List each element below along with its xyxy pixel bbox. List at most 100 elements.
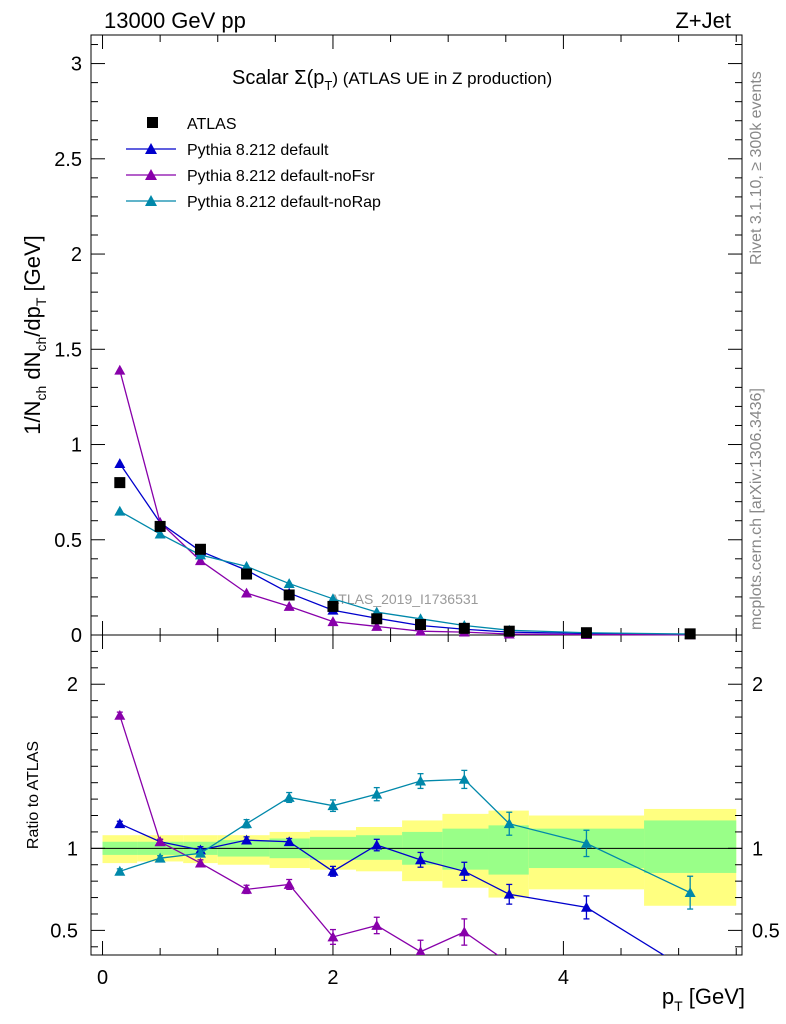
ratio-series-point-2 bbox=[241, 818, 253, 829]
ylabel-b: dN bbox=[20, 352, 45, 386]
y-tick-label: 2.5 bbox=[54, 149, 82, 171]
ratio-series-point-0 bbox=[327, 865, 339, 876]
ylabel-c-sub: T bbox=[33, 297, 49, 306]
plot-title: Scalar Σ(pT) (ATLAS UE in Z production) bbox=[232, 67, 552, 93]
legend-nofsr-marker bbox=[145, 169, 157, 180]
main-series-point-0 bbox=[114, 458, 126, 468]
ratio-series-point-0 bbox=[114, 818, 126, 829]
ratio-series-point-1 bbox=[371, 919, 383, 930]
ylabel-a: 1/N bbox=[20, 401, 45, 435]
main-series-line-1 bbox=[119, 370, 691, 636]
ratio-series-point-0 bbox=[371, 839, 383, 850]
header-right: Z+Jet bbox=[675, 8, 731, 33]
atlas-data-point bbox=[503, 625, 515, 637]
legend-norap-label: Pythia 8.212 default-noRap bbox=[187, 194, 381, 211]
rivet-label: Rivet 3.1.10, ≥ 300k events bbox=[748, 71, 765, 265]
analysis-watermark: ATLAS_2019_I1736531 bbox=[330, 591, 479, 607]
y-tick-label: 2 bbox=[71, 244, 82, 266]
ratio-tick-label-right: 1 bbox=[752, 838, 763, 860]
ratio-series-point-0 bbox=[580, 901, 592, 912]
ratio-series-point-0 bbox=[241, 834, 253, 845]
ratio-series-point-2 bbox=[684, 887, 696, 898]
title-main: Scalar Σ(p bbox=[232, 67, 324, 89]
ratio-series-line-2 bbox=[119, 778, 691, 894]
y-axis-title: 1/Nch dNch/dpT [GeV] bbox=[20, 235, 49, 435]
atlas-data-point bbox=[194, 543, 206, 555]
atlas-data-points bbox=[114, 477, 696, 640]
ratio-tick-label-left: 1 bbox=[67, 838, 78, 860]
x-tick-label: 4 bbox=[558, 967, 569, 989]
main-series-point-1 bbox=[283, 600, 295, 611]
ratio-series-point-2 bbox=[503, 818, 515, 829]
ratio-series-line-0 bbox=[119, 823, 665, 955]
ratio-series-point-1 bbox=[327, 931, 339, 942]
ratio-series-point-1 bbox=[458, 926, 470, 937]
y-tick-label: 1 bbox=[71, 435, 82, 457]
x-tick-label: 2 bbox=[327, 967, 338, 989]
main-series-point-1 bbox=[241, 587, 253, 598]
atlas-data-point bbox=[283, 589, 295, 601]
ylabel-c: /dp bbox=[20, 306, 45, 337]
axis-ticks bbox=[91, 35, 742, 955]
ratio-series-point-1 bbox=[154, 836, 166, 847]
ratio-series-point-1 bbox=[241, 883, 253, 894]
legend-norap-marker bbox=[145, 195, 157, 206]
ratio-series-point-2 bbox=[327, 800, 339, 811]
main-series-line-2 bbox=[119, 510, 691, 635]
atlas-data-point bbox=[241, 568, 253, 580]
main-series-line-0 bbox=[119, 463, 691, 636]
atlas-data-point bbox=[114, 477, 126, 489]
ylabel-d: [GeV] bbox=[20, 235, 45, 297]
main-series-point-2 bbox=[114, 505, 126, 516]
ratio-series-point-0 bbox=[415, 854, 427, 865]
xlabel-rest: [GeV] bbox=[683, 984, 745, 1009]
y-tick-label: 1.5 bbox=[54, 339, 82, 361]
ratio-series-point-2 bbox=[283, 791, 295, 802]
atlas-data-point bbox=[327, 600, 339, 612]
legend-default-marker bbox=[145, 143, 157, 154]
atlas-data-point bbox=[371, 613, 383, 625]
ratio-series-point-2 bbox=[371, 788, 383, 799]
ratio-series-point-1 bbox=[194, 857, 206, 868]
main-series-point-1 bbox=[114, 364, 126, 375]
title-rest: ) (ATLAS UE in Z production) bbox=[332, 69, 552, 88]
ratio-series-point-0 bbox=[458, 865, 470, 876]
y-tick-label: 0.5 bbox=[54, 530, 82, 552]
ratio-tick-label-right: 2 bbox=[752, 674, 763, 696]
ratio-tick-label-right: 0.5 bbox=[752, 920, 780, 942]
ratio-series bbox=[114, 709, 696, 955]
legend-atlas-label: ATLAS bbox=[187, 116, 237, 133]
atlas-data-point bbox=[458, 622, 470, 634]
ratio-tick-label-left: 2 bbox=[67, 674, 78, 696]
ratio-series-point-2 bbox=[114, 865, 126, 876]
ratio-series-point-1 bbox=[415, 946, 426, 955]
atlas-data-point bbox=[684, 628, 696, 640]
ratio-band-green bbox=[644, 820, 737, 873]
x-tick-label: 0 bbox=[97, 967, 108, 989]
atlas-data-point bbox=[580, 627, 592, 639]
ratio-series-point-2 bbox=[458, 773, 470, 784]
y-tick-label: 0 bbox=[71, 625, 82, 647]
ratio-axis-title: Ratio to ATLAS bbox=[25, 741, 42, 849]
ratio-series-line-1 bbox=[119, 715, 499, 955]
title-sub: T bbox=[324, 78, 332, 93]
xlabel-main: p bbox=[662, 984, 674, 1009]
ratio-series-point-1 bbox=[114, 709, 126, 720]
ratio-series-point-2 bbox=[580, 837, 592, 848]
ratio-series-point-1 bbox=[283, 878, 295, 889]
ratio-series-point-2 bbox=[415, 775, 427, 786]
axis-tick-labels: 0 2 4 0 0.5 1 1.5 2 2.5 3 0.5 0.5 1 1 2 2 bbox=[50, 54, 780, 989]
y-tick-label: 3 bbox=[71, 54, 82, 76]
ratio-band-green bbox=[442, 828, 489, 870]
ylabel-b-sub: ch bbox=[33, 337, 49, 352]
main-series-point-2 bbox=[241, 560, 253, 571]
main-series-point-1 bbox=[194, 555, 206, 566]
main-series-point-2 bbox=[283, 578, 295, 588]
main-series-point-2 bbox=[154, 528, 166, 539]
legend: ATLAS Pythia 8.212 default Pythia 8.212 … bbox=[126, 116, 381, 211]
xlabel-sub: T bbox=[674, 998, 683, 1014]
main-series-point-1 bbox=[327, 616, 339, 627]
header-left: 13000 GeV pp bbox=[104, 8, 246, 33]
legend-nofsr-label: Pythia 8.212 default-noFsr bbox=[187, 168, 375, 185]
